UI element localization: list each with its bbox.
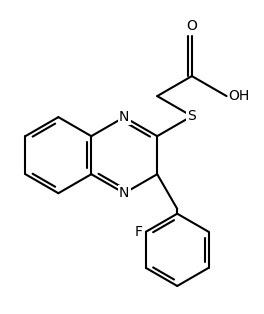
Text: O: O [186,19,197,33]
Text: S: S [187,109,196,123]
Text: N: N [119,110,129,124]
Text: N: N [119,186,129,200]
Text: OH: OH [229,89,250,103]
Text: F: F [135,225,143,239]
